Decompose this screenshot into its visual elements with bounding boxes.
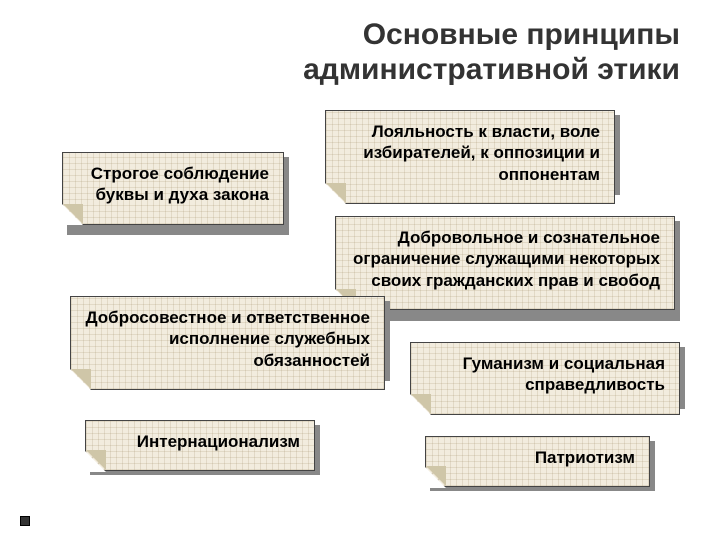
note-text: Лояльность к власти, воле избирателей, к… <box>363 122 600 184</box>
note-conscientious: Добросовестное и ответственное исполнени… <box>70 296 385 376</box>
note-text: Добросовестное и ответственное исполнени… <box>85 308 370 370</box>
note-card: Патриотизм <box>425 436 650 487</box>
note-card: Строгое соблюдение буквы и духа закона <box>62 152 284 225</box>
note-text: Гуманизм и социальная справедливость <box>463 354 665 394</box>
note-card: Добросовестное и ответственное исполнени… <box>70 296 385 390</box>
note-humanism: Гуманизм и социальная справедливость <box>410 342 680 404</box>
note-text: Интернационализм <box>137 432 300 451</box>
note-strict-law: Строгое соблюдение буквы и духа закона <box>62 152 284 230</box>
page-title: Основные принципы административной этики <box>160 18 680 87</box>
note-card: Интернационализм <box>85 420 315 471</box>
note-text: Добровольное и сознательное ограничение … <box>353 228 660 290</box>
note-card: Добровольное и сознательное ограничение … <box>335 216 675 310</box>
note-text: Строгое соблюдение буквы и духа закона <box>91 164 269 204</box>
note-card: Лояльность к власти, воле избирателей, к… <box>325 110 615 204</box>
note-loyalty: Лояльность к власти, воле избирателей, к… <box>325 110 615 190</box>
note-patriotism: Патриотизм <box>425 436 650 486</box>
slide-bullet <box>20 516 30 526</box>
note-card: Гуманизм и социальная справедливость <box>410 342 680 415</box>
note-international: Интернационализм <box>85 420 315 470</box>
note-text: Патриотизм <box>535 448 635 467</box>
